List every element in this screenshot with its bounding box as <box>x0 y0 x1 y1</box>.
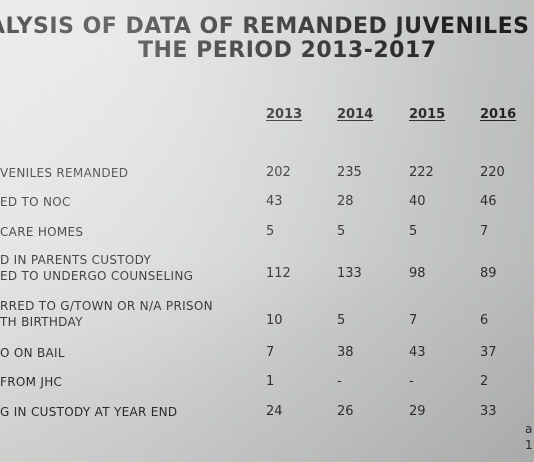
value-2014: 28 <box>337 194 354 209</box>
value-2016: 6 <box>480 313 489 328</box>
value-2015: - <box>409 374 414 389</box>
value-2014: 235 <box>337 165 362 180</box>
year-header-2015: 2015 <box>409 107 446 122</box>
value-2013: 43 <box>266 194 283 209</box>
row-label: ED TO NOC <box>0 195 71 209</box>
value-2016: 7 <box>480 224 489 239</box>
value-2014: - <box>337 374 342 389</box>
value-2013: 10 <box>266 313 283 328</box>
value-2013: 202 <box>266 165 291 180</box>
margin-note: 1 <box>525 438 533 452</box>
document-title-line-1: ALYSIS OF DATA OF REMANDED JUVENILES <box>0 14 530 39</box>
value-2015: 29 <box>409 404 426 419</box>
row-label: VENILES REMANDED <box>0 166 129 180</box>
value-2013: 7 <box>266 345 275 360</box>
value-2014: 26 <box>337 404 354 419</box>
value-2016: 2 <box>480 374 489 389</box>
value-2015: 7 <box>409 313 418 328</box>
row-label: G IN CUSTODY AT YEAR END <box>0 405 178 419</box>
value-2014: 133 <box>337 266 362 281</box>
margin-note: a <box>525 422 533 436</box>
value-2014: 5 <box>337 224 346 239</box>
row-label: D IN PARENTS CUSTODY ED TO UNDERGO COUNS… <box>0 253 194 283</box>
document-title-line-2: THE PERIOD 2013-2017 <box>138 38 437 63</box>
year-header-2014: 2014 <box>337 107 374 122</box>
value-2016: 46 <box>480 194 497 209</box>
value-2016: 220 <box>480 165 505 180</box>
value-2014: 38 <box>337 345 354 360</box>
value-2015: 98 <box>409 266 426 281</box>
row-label: FROM JHC <box>0 375 63 389</box>
value-2016: 89 <box>480 266 497 281</box>
value-2015: 222 <box>409 165 434 180</box>
value-2013: 1 <box>266 374 275 389</box>
year-header-2016: 2016 <box>480 107 517 122</box>
row-label: O ON BAIL <box>0 346 65 360</box>
value-2015: 5 <box>409 224 418 239</box>
year-header-2013: 2013 <box>266 107 303 122</box>
value-2013: 112 <box>266 266 291 281</box>
value-2016: 33 <box>480 404 497 419</box>
value-2015: 40 <box>409 194 426 209</box>
value-2013: 5 <box>266 224 275 239</box>
row-label: RRED TO G/TOWN OR N/A PRISON TH BIRTHDAY <box>0 299 213 329</box>
value-2014: 5 <box>337 313 346 328</box>
value-2015: 43 <box>409 345 426 360</box>
value-2013: 24 <box>266 404 283 419</box>
row-label: CARE HOMES <box>0 225 84 239</box>
value-2016: 37 <box>480 345 497 360</box>
